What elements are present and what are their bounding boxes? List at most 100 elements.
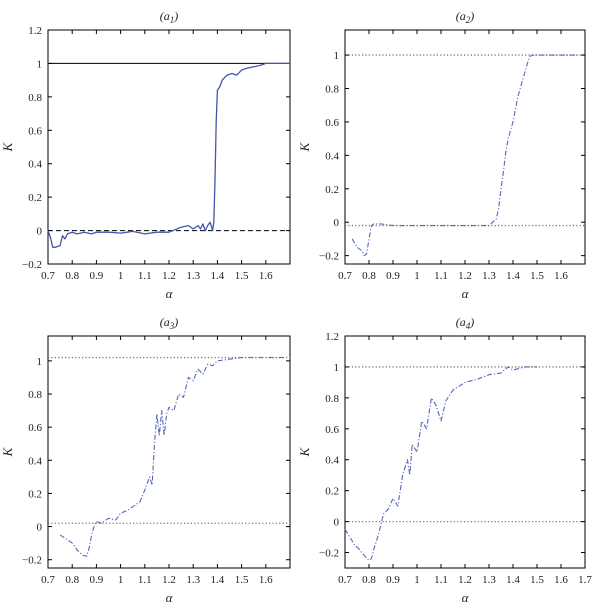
chart-panel-1: 0.7 0.8 0.9 1 1.1 1.2 1.3 1.4 1.5 1.6 −0.2 0 0.2 0.4 0… — [0, 9, 291, 301]
panel-title-subscript: 3 — [169, 321, 175, 331]
x-tick-label: 1.4 — [506, 270, 520, 282]
y-tick-label: 1 — [334, 50, 340, 62]
panel-title-close: ) — [469, 9, 474, 23]
x-tick-label: 1.5 — [530, 270, 544, 282]
plot-frame — [344, 29, 586, 265]
series-line-1 — [351, 54, 578, 257]
x-tick-label: 1 — [414, 574, 420, 586]
x-tick-label: 1.5 — [235, 270, 249, 282]
panel-title-subscript: 1 — [170, 15, 175, 25]
x-tick-label: 0.7 — [41, 574, 55, 586]
x-tick-label: 1.6 — [259, 574, 273, 586]
x-tick-label: 0.8 — [362, 270, 376, 282]
plot-frame — [47, 29, 291, 265]
y-tick-label: 0 — [334, 217, 340, 229]
x-axis-label: α — [166, 590, 174, 605]
series-line-1 — [47, 62, 290, 248]
x-tick-label: 1.5 — [235, 574, 249, 586]
x-tick-label: 1.2 — [162, 574, 176, 586]
y-tick-label: 0.4 — [28, 159, 42, 171]
panel-title: (a4) — [456, 315, 475, 331]
x-tick-label: 1.1 — [434, 270, 448, 282]
y-tick-label: 1.2 — [28, 25, 42, 37]
y-tick-label: 0.8 — [325, 393, 339, 405]
panel-title-close: ) — [173, 9, 178, 23]
y-tick-label: 0 — [37, 522, 43, 534]
x-tick-label: 0.7 — [41, 270, 55, 282]
y-tick-label: 1 — [37, 58, 43, 70]
x-tick-label: 1.2 — [458, 270, 472, 282]
y-tick-label: 0.6 — [28, 422, 42, 434]
y-tick-label: 0.4 — [325, 455, 339, 467]
y-tick-label: −0.2 — [22, 555, 42, 567]
x-tick-label: 0.7 — [338, 270, 352, 282]
x-tick-label: 0.8 — [65, 574, 79, 586]
y-tick-label: 0.2 — [28, 488, 42, 500]
x-tick-label: 1.3 — [186, 574, 200, 586]
x-tick-label: 0.9 — [90, 270, 104, 282]
y-tick-label: 0.6 — [325, 424, 339, 436]
x-axis-label: α — [462, 286, 470, 301]
x-tick-label: 1.2 — [162, 270, 176, 282]
y-tick-label: 0.8 — [325, 84, 339, 96]
panel-title: (a2) — [456, 9, 475, 25]
panel-title-main: (a — [160, 9, 170, 23]
x-tick-label: 1 — [414, 270, 420, 282]
x-tick-label: 0.9 — [90, 574, 104, 586]
x-tick-label: 0.7 — [338, 574, 352, 586]
chart-panel-2: 0.7 0.8 0.9 1 1.1 1.2 1.3 1.4 1.5 1.6 −0.2 0 0.2 0.4 0… — [297, 9, 586, 301]
x-tick-label: 1.4 — [211, 574, 225, 586]
y-tick-label: −0.2 — [319, 251, 339, 263]
y-axis-label: K — [297, 446, 312, 457]
x-axis-label: α — [166, 286, 174, 301]
x-tick-label: 1 — [118, 574, 124, 586]
y-tick-label: 0.2 — [325, 184, 339, 196]
panel-title-close: ) — [173, 315, 178, 329]
y-tick-label: 0.2 — [325, 486, 339, 498]
x-tick-label: 1.4 — [211, 270, 225, 282]
panel-title-subscript: 4 — [466, 321, 471, 331]
plot-frame — [47, 335, 291, 569]
x-tick-label: 1.1 — [434, 574, 448, 586]
x-tick-label: 1.7 — [578, 574, 592, 586]
panel-title-main: (a — [456, 315, 466, 329]
x-tick-label: 0.8 — [65, 270, 79, 282]
y-axis-label: K — [0, 446, 15, 457]
chart-panel-3: 0.7 0.8 0.9 1 1.1 1.2 1.3 1.4 1.5 1.6 −0.2 0 0.2 0.4 0… — [0, 315, 291, 605]
x-tick-label: 1.4 — [506, 574, 520, 586]
y-tick-label: 0 — [334, 517, 340, 529]
y-tick-label: 0.4 — [28, 455, 42, 467]
x-tick-label: 1.5 — [530, 574, 544, 586]
y-tick-label: 0.4 — [325, 150, 339, 162]
y-axis-label: K — [0, 141, 15, 152]
y-tick-label: 0.8 — [28, 92, 42, 104]
y-tick-label: 0.6 — [325, 117, 339, 129]
x-axis-label: α — [462, 590, 470, 605]
y-tick-label: 0.2 — [28, 192, 42, 204]
y-tick-label: 1 — [334, 362, 340, 374]
panel-title: (a1) — [160, 9, 179, 25]
panel-title-close: ) — [469, 315, 474, 329]
x-tick-label: 1.3 — [482, 270, 496, 282]
panel-title-main: (a — [456, 9, 466, 23]
x-tick-label: 1.3 — [482, 574, 496, 586]
x-tick-label: 1.6 — [554, 270, 568, 282]
y-tick-label: 1 — [37, 356, 43, 368]
chart-panel-4: 0.7 0.8 0.9 1 1.1 1.2 1.3 1.4 1.5 1.6 1.7 −0.2 0 0.2 0… — [297, 315, 592, 605]
y-tick-label: 0.8 — [28, 389, 42, 401]
x-tick-label: 1.6 — [554, 574, 568, 586]
series-line-1 — [344, 366, 537, 561]
panel-title-main: (a — [160, 315, 170, 329]
y-tick-label: 1.2 — [325, 331, 339, 343]
x-tick-label: 1.6 — [259, 270, 273, 282]
x-tick-label: 1.3 — [186, 270, 200, 282]
x-tick-label: 1.1 — [138, 270, 152, 282]
y-tick-label: −0.2 — [22, 259, 42, 271]
x-tick-label: 0.8 — [362, 574, 376, 586]
y-tick-label: −0.2 — [319, 548, 339, 560]
x-tick-label: 1.1 — [138, 574, 152, 586]
plot-frame — [344, 335, 586, 569]
x-tick-label: 0.9 — [386, 574, 400, 586]
x-tick-label: 1 — [118, 270, 124, 282]
